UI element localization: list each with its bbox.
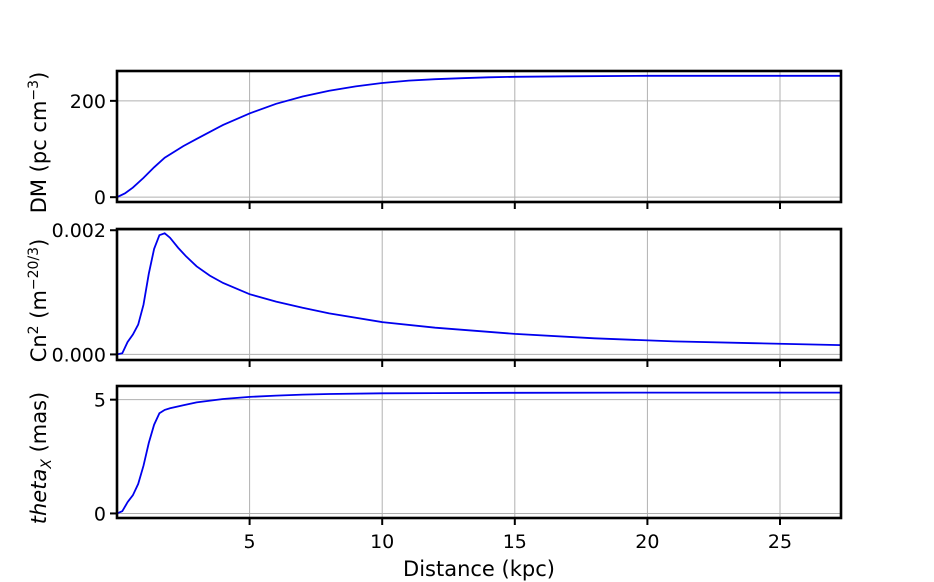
cn2-y-axis-label: Cn2​ (m−20/3​) xyxy=(26,239,51,363)
theta-series xyxy=(116,391,841,515)
cn2-y-tick-label: 0.002 xyxy=(52,220,106,242)
theta-series-line xyxy=(116,391,841,515)
dm-y-axis-label: DM (pc cm−3​) xyxy=(26,72,51,214)
x-axis-label: Distance (kpc) xyxy=(403,557,555,581)
theta-grid xyxy=(117,386,841,518)
dm-series-line xyxy=(116,74,841,199)
theta-x-tick-label: 25 xyxy=(768,531,792,553)
theta-x-tick-label: 20 xyxy=(635,531,659,553)
theta-x-tick-label: 15 xyxy=(503,531,527,553)
theta-y-axis-label: thetaX​ (mas) xyxy=(27,392,55,525)
cn2-panel: 0.000 0.002 Cn2​ (m−20/3​) xyxy=(26,220,843,367)
theta-x-tick-label: 5 xyxy=(244,531,256,553)
cn2-y-tick-label: 0.000 xyxy=(52,344,106,366)
dm-ticks: 0 200 xyxy=(70,91,782,209)
cn2-axes-frame xyxy=(115,227,843,362)
cn2-series xyxy=(116,232,842,356)
theta-panel: 0 5 5 10 15 20 25 thetaX​ (mas) xyxy=(27,384,843,553)
theta-axes-frame xyxy=(115,384,843,520)
theta-y-tick-label: 5 xyxy=(94,390,106,412)
dm-series xyxy=(116,74,841,199)
dm-panel: 0 200 DM (pc cm−3​) xyxy=(26,69,843,214)
cn2-series-line xyxy=(116,232,842,356)
cn2-ticks: 0.000 0.002 xyxy=(52,220,782,367)
dm-y-tick-label: 200 xyxy=(70,91,106,113)
theta-y-tick-label: 0 xyxy=(94,503,106,525)
dm-grid xyxy=(117,71,841,202)
theta-ticks: 0 5 5 10 15 20 25 xyxy=(94,390,792,553)
dm-axes-frame xyxy=(115,69,843,204)
dm-y-tick-label: 0 xyxy=(94,187,106,209)
theta-x-tick-label: 10 xyxy=(370,531,394,553)
